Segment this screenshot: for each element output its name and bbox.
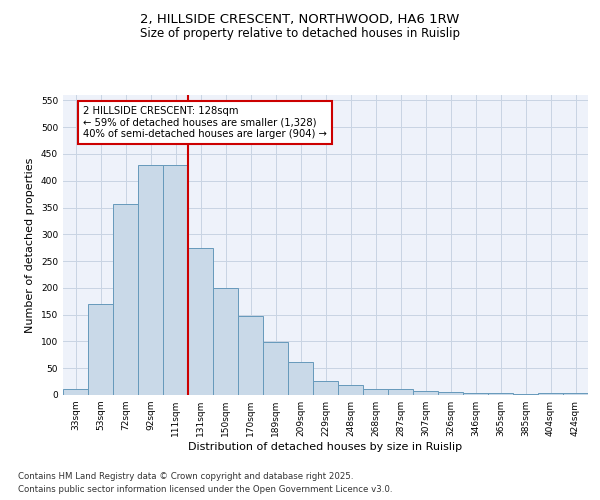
- Bar: [163, 164, 188, 395]
- Bar: [288, 362, 313, 395]
- Bar: [413, 391, 438, 395]
- Text: 2 HILLSIDE CRESCENT: 128sqm
← 59% of detached houses are smaller (1,328)
40% of : 2 HILLSIDE CRESCENT: 128sqm ← 59% of det…: [83, 106, 327, 139]
- Bar: [213, 288, 238, 395]
- Y-axis label: Number of detached properties: Number of detached properties: [25, 158, 35, 332]
- Text: Size of property relative to detached houses in Ruislip: Size of property relative to detached ho…: [140, 28, 460, 40]
- Bar: [238, 316, 263, 395]
- Bar: [563, 393, 588, 395]
- Bar: [388, 389, 413, 395]
- Bar: [188, 248, 213, 395]
- X-axis label: Distribution of detached houses by size in Ruislip: Distribution of detached houses by size …: [188, 442, 463, 452]
- Bar: [463, 393, 488, 395]
- Bar: [438, 392, 463, 395]
- Text: Contains HM Land Registry data © Crown copyright and database right 2025.: Contains HM Land Registry data © Crown c…: [18, 472, 353, 481]
- Bar: [63, 388, 88, 395]
- Bar: [113, 204, 138, 395]
- Bar: [138, 164, 163, 395]
- Bar: [488, 394, 513, 395]
- Bar: [263, 342, 288, 395]
- Text: Contains public sector information licensed under the Open Government Licence v3: Contains public sector information licen…: [18, 485, 392, 494]
- Bar: [338, 385, 363, 395]
- Text: 2, HILLSIDE CRESCENT, NORTHWOOD, HA6 1RW: 2, HILLSIDE CRESCENT, NORTHWOOD, HA6 1RW: [140, 12, 460, 26]
- Bar: [538, 393, 563, 395]
- Bar: [513, 394, 538, 395]
- Bar: [363, 389, 388, 395]
- Bar: [313, 380, 338, 395]
- Bar: [88, 304, 113, 395]
